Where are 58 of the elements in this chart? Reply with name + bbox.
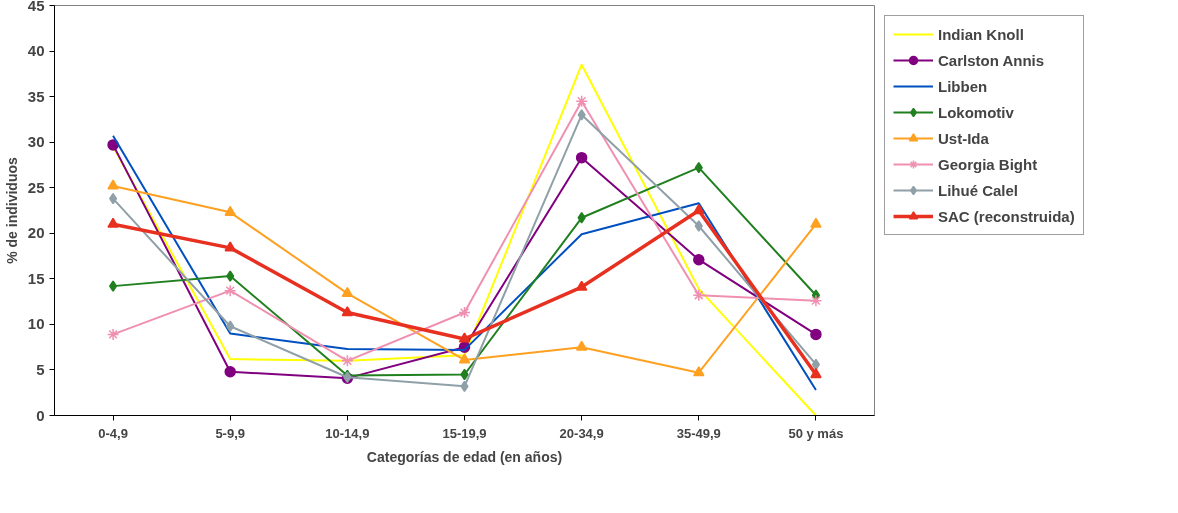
point (108, 280, 118, 292)
legend-label: Lokomotiv (938, 103, 1014, 121)
point (458, 332, 471, 343)
point (810, 367, 822, 379)
legend-label: Libben (938, 77, 988, 95)
point (341, 286, 354, 298)
y-tick-label: 30 (27, 133, 45, 151)
point (106, 328, 120, 341)
point (577, 212, 586, 224)
point (224, 366, 236, 378)
point (341, 354, 354, 368)
y-tick-label: 0 (36, 406, 45, 424)
x-tick-label: 0-4,9 (98, 425, 128, 441)
point (809, 294, 823, 307)
x-tick-label: 20-34,9 (559, 425, 604, 441)
x-axis-title: Categorías de edad (en años) (366, 448, 563, 465)
y-axis-title: % de individuos (3, 157, 20, 264)
point (224, 241, 236, 252)
legend-label: Lihué Calel (938, 181, 1019, 199)
point (577, 109, 586, 121)
legend-label: Indian Knoll (938, 25, 1024, 43)
point (107, 179, 119, 190)
point (107, 217, 119, 228)
point (575, 94, 588, 108)
y-tick-label: 5 (36, 360, 45, 378)
x-tick-label: 15-19,9 (442, 425, 487, 441)
y-tick-label: 45 (27, 0, 45, 14)
point (694, 220, 703, 232)
point (108, 192, 118, 205)
legend-label: Ust-Ida (938, 129, 989, 147)
y-tick-label: 10 (27, 315, 45, 333)
y-tick-label: 40 (27, 42, 45, 60)
y-tick-label: 20 (27, 224, 45, 242)
point (458, 306, 471, 319)
y-tick-label: 15 (27, 269, 45, 287)
point (810, 328, 822, 341)
x-tick-label: 50 y más (788, 425, 844, 441)
y-tick-label: 25 (27, 178, 45, 196)
point (692, 288, 706, 302)
point (458, 353, 471, 364)
point (341, 306, 354, 317)
point (693, 366, 705, 377)
x-tick-label: 10-14,9 (325, 425, 370, 441)
point (224, 205, 236, 216)
legend-label: Georgia Bight (938, 155, 1038, 173)
point (575, 340, 588, 351)
legend-label: SAC (reconstruida) (938, 207, 1075, 225)
legend-label: Carlston Annis (938, 51, 1045, 69)
x-tick-label: 35-49,9 (676, 425, 721, 441)
point (810, 217, 822, 228)
point (226, 320, 235, 332)
point (575, 151, 588, 164)
y-tick-label: 35 (27, 87, 45, 105)
point (693, 203, 705, 215)
point (226, 270, 235, 282)
x-tick-label: 5-9,9 (215, 425, 246, 441)
point (223, 284, 237, 297)
point (693, 253, 705, 266)
